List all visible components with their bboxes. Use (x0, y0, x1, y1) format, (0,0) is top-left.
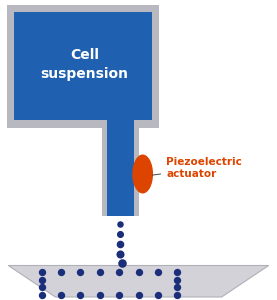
Point (118, 252, 123, 256)
Point (39, 278, 44, 282)
Point (39, 292, 44, 297)
Point (39, 270, 44, 275)
Ellipse shape (132, 154, 153, 194)
Point (156, 270, 160, 275)
Bar (102, 109, 139, 216)
Point (78, 292, 83, 297)
Point (118, 242, 123, 247)
Point (59, 292, 63, 297)
Point (39, 285, 44, 290)
Point (175, 292, 179, 297)
Point (120, 261, 124, 266)
Point (117, 292, 121, 297)
Point (175, 270, 179, 275)
Point (156, 292, 160, 297)
Bar (14, 12, 152, 120)
Bar (107, 109, 134, 216)
Bar (7, 4, 159, 127)
Point (118, 221, 123, 226)
Point (175, 285, 179, 290)
Point (98, 292, 102, 297)
Point (175, 278, 179, 282)
Point (136, 292, 141, 297)
Point (117, 270, 121, 275)
Point (136, 270, 141, 275)
Point (98, 270, 102, 275)
Point (59, 270, 63, 275)
Point (78, 270, 83, 275)
Point (118, 232, 123, 236)
Text: Piezoelectric
actuator: Piezoelectric actuator (152, 157, 242, 179)
Text: Cell
suspension: Cell suspension (40, 48, 129, 81)
Polygon shape (8, 266, 269, 297)
